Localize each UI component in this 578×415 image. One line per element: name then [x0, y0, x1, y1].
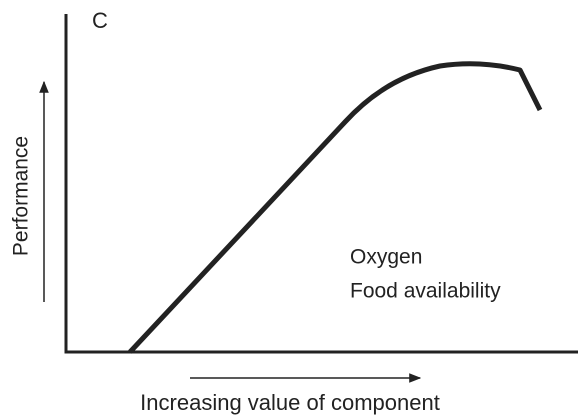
- y-axis-label: Performance: [10, 136, 33, 256]
- performance-curve: [128, 61, 543, 354]
- panel-label: C: [92, 8, 108, 33]
- x-axis-label: Increasing value of component: [140, 390, 440, 415]
- annotation: Food availability: [350, 280, 501, 303]
- annotation: Oxygen: [350, 246, 422, 269]
